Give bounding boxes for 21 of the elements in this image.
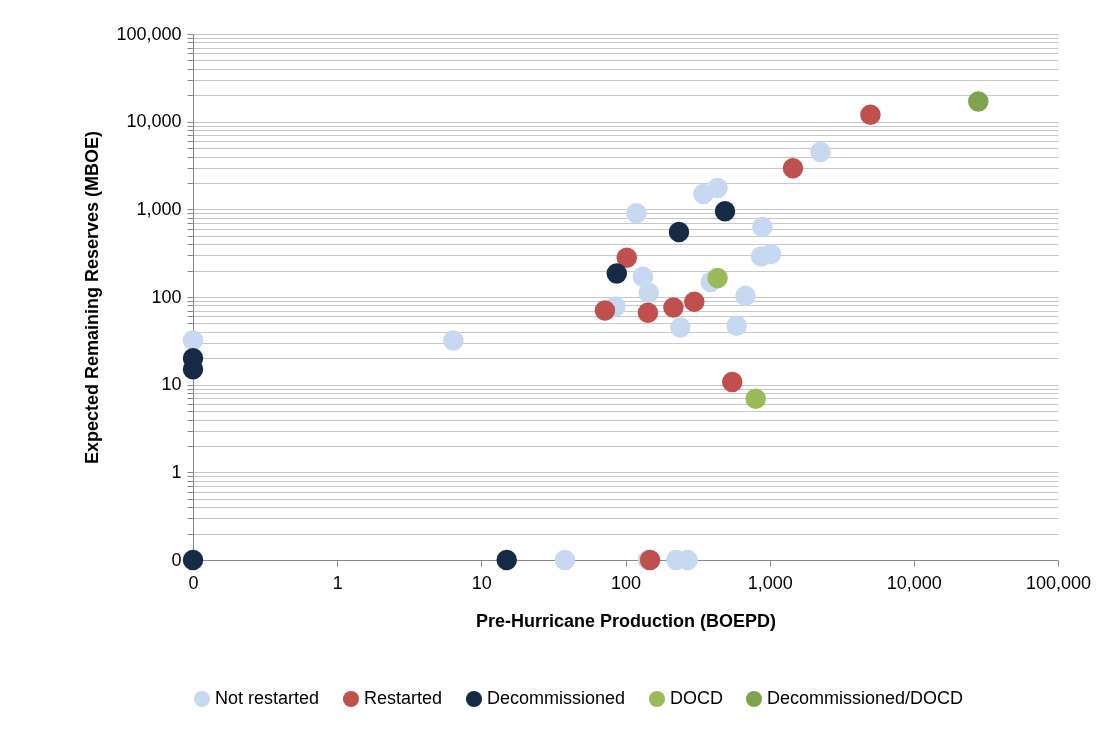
y-tick-label: 100 [151, 286, 182, 307]
y-tick-label: 100,000 [116, 23, 182, 44]
legend-label: Not restarted [215, 688, 320, 708]
legend-label: Decommissioned/DOCD [767, 688, 964, 708]
y-tick-label: 10 [161, 374, 182, 395]
x-tick-label: 1,000 [747, 572, 793, 593]
legend-label: DOCD [670, 688, 723, 708]
x-tick-label: 10 [471, 572, 492, 593]
y-axis-title: Expected Remaining Reserves (MBOE) [82, 130, 103, 465]
x-tick-label: 100 [610, 572, 642, 593]
y-tick-label: 0 [171, 549, 182, 570]
legend-label: Decommissioned [487, 688, 626, 708]
y-tick-label: 1 [171, 461, 182, 482]
x-tick-label: 10,000 [886, 572, 942, 593]
y-tick-label: 10,000 [126, 111, 182, 132]
x-tick-label: 0 [188, 572, 199, 593]
x-axis-title: Pre-Hurricane Production (BOEPD) [475, 610, 777, 631]
x-tick-label: 1 [332, 572, 343, 593]
x-tick-label: 100,000 [1025, 572, 1092, 593]
y-tick-label: 1,000 [136, 198, 182, 219]
legend-label: Restarted [364, 688, 443, 708]
